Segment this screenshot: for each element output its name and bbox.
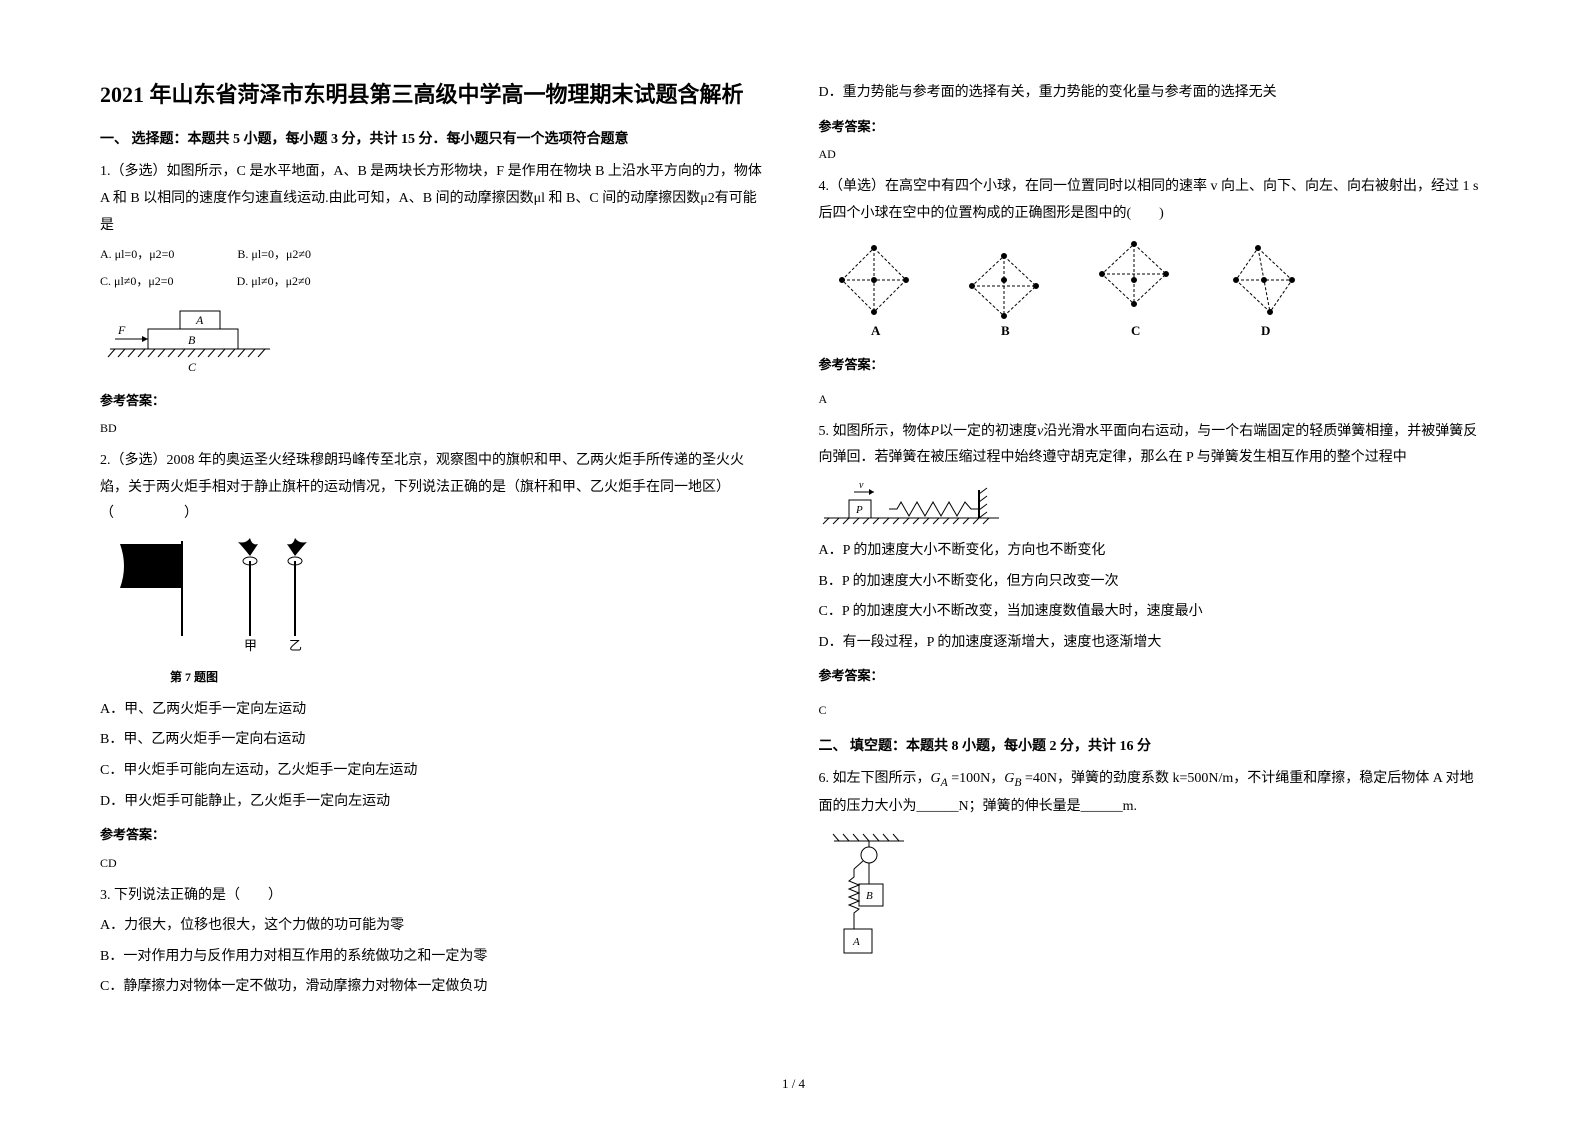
q4-answer-label: 参考答案： xyxy=(819,353,1488,378)
doc-title: 2021 年山东省菏泽市东明县第三高级中学高一物理期末试题含解析 xyxy=(100,80,769,111)
svg-text:P: P xyxy=(855,504,863,516)
q3-optC: C．静摩擦力对物体一定不做功，滑动摩擦力对物体一定做负功 xyxy=(100,974,769,1001)
q2-answer-label: 参考答案： xyxy=(100,823,769,848)
fig-label-jia: 甲 xyxy=(244,638,257,653)
section2-head: 二、 填空题：本题共 8 小题，每小题 2 分，共计 16 分 xyxy=(819,734,1488,761)
q1-optC: C. μl≠0，μ2=0 xyxy=(100,270,174,293)
q5-optA: A．P 的加速度大小不断变化，方向也不断变化 xyxy=(819,538,1488,565)
q1-optA: A. μl=0，μ2=0 xyxy=(100,243,174,266)
svg-text:B: B xyxy=(866,890,873,902)
q4-answer: A xyxy=(819,388,1488,411)
q3-answer-label: 参考答案： xyxy=(819,115,1488,140)
left-column: 2021 年山东省菏泽市东明县第三高级中学高一物理期末试题含解析 一、 选择题：… xyxy=(100,80,769,1040)
q1-figure: A B F xyxy=(100,301,769,381)
q2-optA: A．甲、乙两火炬手一定向左运动 xyxy=(100,697,769,724)
right-column: D．重力势能与参考面的选择有关，重力势能的变化量与参考面的选择无关 参考答案： … xyxy=(819,80,1488,1040)
svg-text:A: A xyxy=(871,323,881,338)
svg-text:C: C xyxy=(1131,323,1140,338)
q1-optB: B. μl=0，μ2≠0 xyxy=(237,243,311,266)
q5-answer-label: 参考答案： xyxy=(819,664,1488,689)
q4-text: 4.（单选）在高空中有四个小球，在同一位置同时以相同的速率 v 向上、向下、向左… xyxy=(819,174,1488,227)
q2-text: 2.（多选）2008 年的奥运圣火经珠穆朗玛峰传至北京，观察图中的旗帜和甲、乙两… xyxy=(100,448,769,528)
q5-answer: C xyxy=(819,699,1488,722)
q6-figure: B A xyxy=(819,829,1488,969)
q3-optA: A．力很大，位移也很大，这个力做的功可能为零 xyxy=(100,913,769,940)
q2-figcap: 第 7 题图 xyxy=(170,666,769,689)
page-number: 1 / 4 xyxy=(782,1076,805,1092)
svg-text:A: A xyxy=(852,936,860,948)
svg-text:v: v xyxy=(859,480,864,491)
q3-optD: D．重力势能与参考面的选择有关，重力势能的变化量与参考面的选择无关 xyxy=(819,80,1488,107)
fig-label-yi: 乙 xyxy=(289,638,302,653)
fig-label-C: C xyxy=(188,360,197,374)
q1-text: 1.（多选）如图所示，C 是水平地面，A、B 是两块长方形物块，F 是作用在物块… xyxy=(100,159,769,239)
section1-head: 一、 选择题：本题共 5 小题，每小题 3 分，共计 15 分．每小题只有一个选… xyxy=(100,127,769,154)
q6-text: 6. 如左下图所示，GA =100N，GB =40N，弹簧的劲度系数 k=500… xyxy=(819,766,1488,821)
q5-figure: P v xyxy=(819,480,1488,530)
q2-figure: 甲 乙 第 7 题图 xyxy=(100,536,769,689)
q2-answer: CD xyxy=(100,852,769,875)
q1-answer-label: 参考答案： xyxy=(100,389,769,414)
q1-answer: BD xyxy=(100,417,769,440)
q4-figure: A B xyxy=(819,235,1488,345)
q3-optB: B．一对作用力与反作用力对相互作用的系统做功之和一定为零 xyxy=(100,944,769,971)
q3-text: 3. 下列说法正确的是（ ） xyxy=(100,883,769,910)
q5-text: 5. 如图所示，物体P以一定的初速度v沿光滑水平面向右运动，与一个右端固定的轻质… xyxy=(819,419,1488,472)
q5-optB: B．P 的加速度大小不断变化，但方向只改变一次 xyxy=(819,569,1488,596)
svg-text:B: B xyxy=(1001,323,1010,338)
q1-opts-row2: C. μl≠0，μ2=0 D. μl≠0，μ2≠0 xyxy=(100,270,769,293)
q1-opts-row1: A. μl=0，μ2=0 B. μl=0，μ2≠0 xyxy=(100,243,769,266)
q2-optC: C．甲火炬手可能向左运动，乙火炬手一定向左运动 xyxy=(100,758,769,785)
q3-answer: AD xyxy=(819,143,1488,166)
q5-optC: C．P 的加速度大小不断改变，当加速度数值最大时，速度最小 xyxy=(819,599,1488,626)
q5-optD: D．有一段过程，P 的加速度逐渐增大，速度也逐渐增大 xyxy=(819,630,1488,657)
fig-label-A: A xyxy=(195,313,204,327)
fig-label-F: F xyxy=(117,323,126,337)
q1-optD: D. μl≠0，μ2≠0 xyxy=(237,270,311,293)
q2-optB: B．甲、乙两火炬手一定向右运动 xyxy=(100,727,769,754)
svg-text:D: D xyxy=(1261,323,1270,338)
q2-optD: D．甲火炬手可能静止，乙火炬手一定向左运动 xyxy=(100,789,769,816)
fig-label-B: B xyxy=(188,333,196,347)
